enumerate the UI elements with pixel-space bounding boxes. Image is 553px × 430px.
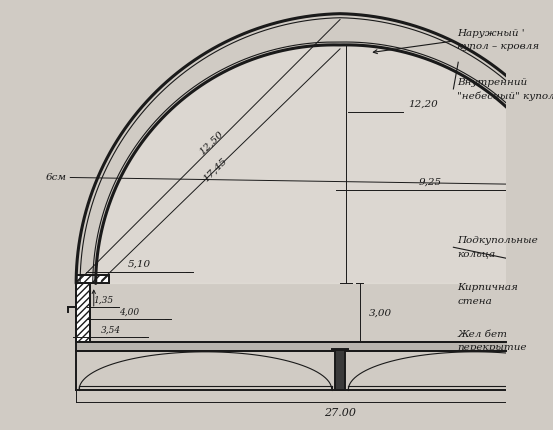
Text: "небесный" купол – свод: "небесный" купол – свод <box>457 91 553 101</box>
Text: Подкупольные: Подкупольные <box>457 236 538 245</box>
Text: купол – кровля: купол – кровля <box>457 43 539 52</box>
Text: Кирпичная: Кирпичная <box>457 283 518 292</box>
Text: 4,00: 4,00 <box>119 307 139 316</box>
Text: Наружный ': Наружный ' <box>457 29 525 38</box>
Text: кольца: кольца <box>457 249 495 258</box>
Text: 5,10: 5,10 <box>128 260 151 269</box>
Text: 27.00: 27.00 <box>324 408 356 418</box>
Text: 3,54: 3,54 <box>101 326 121 335</box>
Text: 17,45: 17,45 <box>201 157 228 184</box>
Text: 3,00: 3,00 <box>369 308 393 317</box>
Polygon shape <box>96 45 553 283</box>
Text: Внутренний: Внутренний <box>457 77 528 86</box>
Text: стена: стена <box>457 297 492 305</box>
Text: перекрытие: перекрытие <box>457 344 527 353</box>
Text: Жел бет: Жел бет <box>457 330 507 339</box>
Text: 6см: 6см <box>45 173 66 182</box>
Text: 1,35: 1,35 <box>93 295 113 304</box>
Text: 12,50: 12,50 <box>197 130 225 157</box>
Text: 9,25: 9,25 <box>419 178 441 187</box>
Text: 12,20: 12,20 <box>409 100 438 109</box>
